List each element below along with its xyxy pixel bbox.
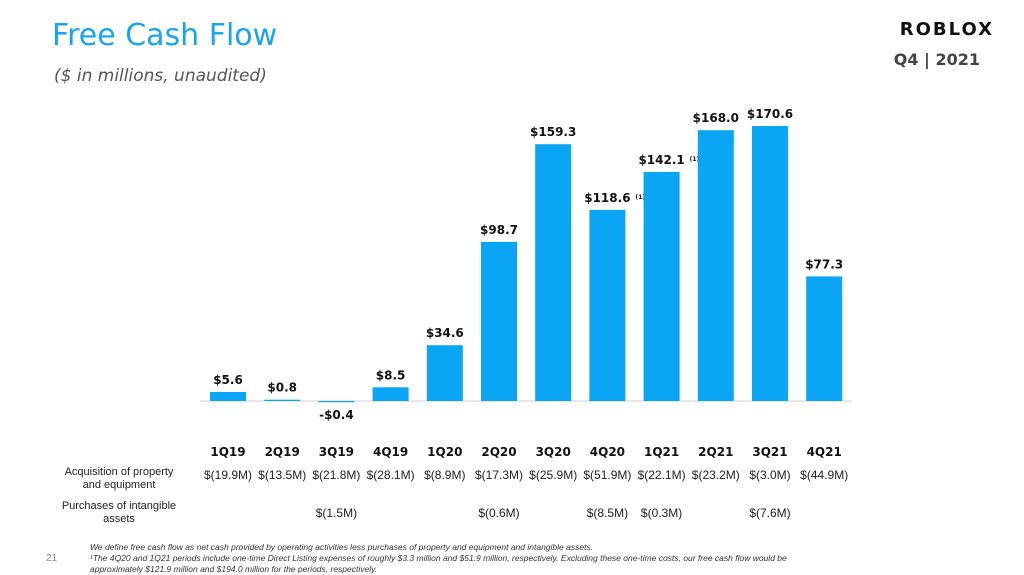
roblox-logo: ROBLOX: [899, 19, 994, 40]
bar-3q19: [318, 401, 355, 403]
category-label-2q21: 2Q21: [698, 445, 733, 459]
table-cell: $(0.6M): [478, 506, 520, 520]
table-cell: $(17.3M): [474, 468, 524, 482]
footnote-marker-4q20: (1): [635, 194, 645, 201]
table-cell: $(25.9M): [529, 468, 578, 482]
bar-2q20: [481, 241, 517, 401]
row-label-line: and equipment: [82, 479, 156, 491]
table-cell: $(44.9M): [800, 468, 849, 482]
page-number: 21: [46, 553, 58, 564]
value-label-2q19: $0.8: [267, 381, 297, 395]
page-subtitle: ($ in millions, unaudited): [54, 66, 267, 86]
category-label-4q21: 4Q21: [807, 445, 842, 459]
row-label-line: Acquisition of property: [64, 466, 174, 478]
bar-2q21: [697, 130, 734, 401]
table-cell: $(19.9M): [203, 468, 253, 482]
bar-1q19: [210, 391, 246, 401]
bar-1q20: [426, 345, 463, 401]
bar-3q20: [535, 144, 572, 401]
row-label-acquisition-property: Acquisition of property and equipment: [44, 466, 194, 492]
category-label-4q19: 4Q19: [373, 445, 408, 459]
value-label-1q21: $142.1: [638, 153, 684, 167]
footnote-marker-1q21: (1): [690, 156, 700, 163]
table-cell: $(3.0M): [749, 468, 791, 482]
value-label-1q19: $5.6: [213, 373, 243, 387]
value-label-2q20: $98.7: [480, 223, 518, 237]
category-label-1q21: 1Q21: [644, 445, 679, 459]
table-cell: $(21.8M): [312, 468, 361, 482]
value-label-3q20: $159.3: [530, 125, 576, 139]
bar-4q19: [372, 387, 409, 401]
table-cell: $(8.5M): [586, 506, 629, 520]
row-label-line: Purchases of intangible: [61, 500, 177, 512]
page-title: Free Cash Flow: [52, 18, 278, 53]
period-label: Q4 | 2021: [893, 50, 980, 69]
bar-2q19: [264, 399, 301, 401]
value-label-4q19: $8.5: [376, 368, 406, 382]
category-label-4q20: 4Q20: [590, 445, 625, 459]
value-label-1q20: $34.6: [426, 326, 464, 340]
table-cell: $(51.9M): [583, 468, 632, 482]
table-cell: $(8.9M): [424, 468, 466, 482]
table-cell: $(28.1M): [366, 468, 415, 482]
category-label-1q20: 1Q20: [427, 445, 462, 459]
value-label-4q20: $118.6: [584, 191, 630, 205]
footnote-direct-listing: ¹The 4Q20 and 1Q21 periods include one-t…: [90, 553, 787, 563]
table-cell: $(23.2M): [691, 468, 740, 482]
table-cell: $(13.5M): [258, 468, 307, 482]
table-cell: $(1.5M): [315, 506, 358, 520]
table-cell: $(0.3M): [640, 506, 683, 520]
category-label-2q20: 2Q20: [481, 445, 516, 459]
bar-3q21: [752, 126, 788, 401]
table-cell: $(7.6M): [749, 506, 791, 520]
category-label-2q19: 2Q19: [265, 445, 300, 459]
value-label-3q19: -$0.4: [319, 408, 354, 422]
category-label-3q19: 3Q19: [319, 445, 354, 459]
free-cash-flow-chart: $5.6 1Q19 $0.8 2Q19 -$0.4 3Q19 $8.5 4Q19 $34.6 1Q…: [200, 107, 852, 459]
footnote-adjusted-values: approximately $121.9 million and $194.0 …: [90, 564, 378, 574]
value-label-3q21: $170.6: [747, 107, 793, 121]
category-label-1q19: 1Q19: [210, 445, 245, 459]
category-label-3q20: 3Q20: [536, 445, 571, 459]
table-cell: $(22.1M): [637, 468, 686, 482]
value-label-2q21: $168.0: [693, 111, 739, 125]
footnote-definition: We define free cash flow as net cash pro…: [90, 542, 594, 552]
bar-4q21: [806, 276, 843, 401]
category-label-3q21: 3Q21: [752, 445, 787, 459]
row-label-line: assets: [103, 513, 135, 525]
bar-4q20: [589, 209, 626, 401]
bar-1q21: [643, 171, 680, 401]
row-label-intangible-assets: Purchases of intangible assets: [44, 500, 194, 526]
value-label-4q21: $77.3: [805, 257, 843, 271]
